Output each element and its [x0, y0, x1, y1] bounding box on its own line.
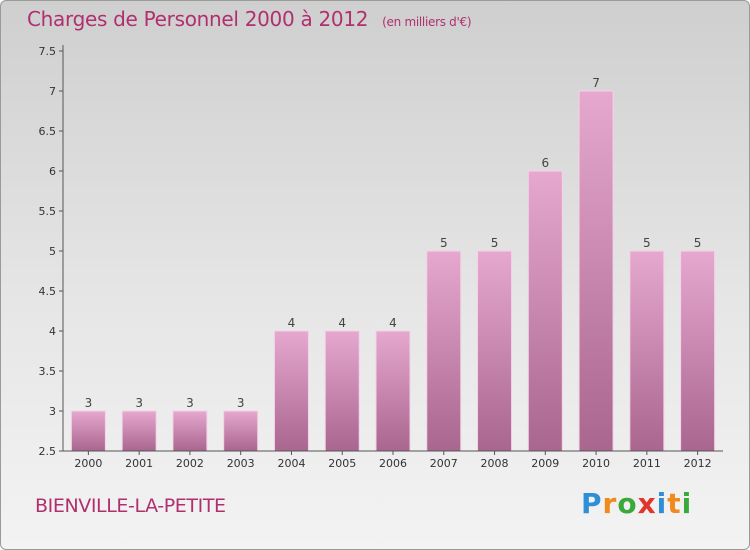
y-tick-label: 4	[49, 325, 56, 338]
logo-letter: P	[581, 487, 603, 520]
chart-subtitle: (en milliers d'€)	[382, 15, 472, 29]
bar-value-label: 5	[440, 236, 448, 250]
x-tick-label: 2004	[277, 457, 305, 470]
bar-2002	[172, 410, 208, 452]
bar-2011	[629, 250, 665, 452]
logo-letter: x	[637, 487, 657, 520]
bar-2003	[223, 410, 259, 452]
y-tick-label: 7	[49, 85, 56, 98]
bar-value-label: 5	[491, 236, 499, 250]
x-tick-label: 2002	[176, 457, 204, 470]
y-tick-label: 6.5	[39, 125, 57, 138]
logo-letter: t	[667, 487, 682, 520]
y-tick-label: 3	[49, 405, 56, 418]
bar-value-label: 3	[237, 396, 245, 410]
logo-letter: i	[656, 487, 668, 520]
bar-value-label: 3	[186, 396, 194, 410]
y-tick-label: 7.5	[39, 45, 57, 58]
bar-2005	[324, 330, 360, 452]
y-tick-label: 5.5	[39, 205, 57, 218]
chart-title: Charges de Personnel 2000 à 2012 (en mill…	[27, 7, 472, 31]
bar-value-label: 3	[135, 396, 143, 410]
y-tick-label: 3.5	[39, 365, 57, 378]
bar-2008	[477, 250, 513, 452]
logo-letter: r	[602, 487, 618, 520]
bar-2004	[273, 330, 309, 452]
bar-2012	[680, 250, 716, 452]
x-tick-label: 2010	[582, 457, 610, 470]
bar-value-label: 4	[338, 316, 346, 330]
bar-2006	[375, 330, 411, 452]
x-tick-label: 2011	[633, 457, 661, 470]
x-tick-label: 2005	[328, 457, 356, 470]
bar-value-label: 4	[288, 316, 296, 330]
x-tick-label: 2000	[74, 457, 102, 470]
x-tick-label: 2006	[379, 457, 407, 470]
x-tick-label: 2001	[125, 457, 153, 470]
bar-value-label: 3	[85, 396, 93, 410]
y-tick-label: 5	[49, 245, 56, 258]
bar-value-label: 4	[389, 316, 397, 330]
bar-2001	[121, 410, 157, 452]
x-tick-label: 2008	[481, 457, 509, 470]
bar-value-label: 5	[643, 236, 651, 250]
bar-2007	[426, 250, 462, 452]
y-tick-label: 6	[49, 165, 56, 178]
bar-value-label: 7	[592, 76, 600, 90]
logo-letter: o	[617, 487, 638, 520]
x-tick-label: 2007	[430, 457, 458, 470]
x-tick-label: 2012	[684, 457, 712, 470]
bar-2000	[70, 410, 106, 452]
y-tick-label: 2.5	[39, 445, 57, 458]
logo-letter: i	[681, 487, 693, 520]
x-tick-label: 2003	[227, 457, 255, 470]
commune-name: BIENVILLE-LA-PETITE	[35, 495, 226, 517]
x-tick-label: 2009	[531, 457, 559, 470]
bar-2009	[527, 170, 563, 452]
y-tick-label: 4.5	[39, 285, 57, 298]
bar-value-label: 6	[541, 156, 549, 170]
bar-2010	[578, 90, 614, 452]
bar-value-label: 5	[694, 236, 702, 250]
proxiti-logo[interactable]: Proxiti	[581, 487, 692, 520]
